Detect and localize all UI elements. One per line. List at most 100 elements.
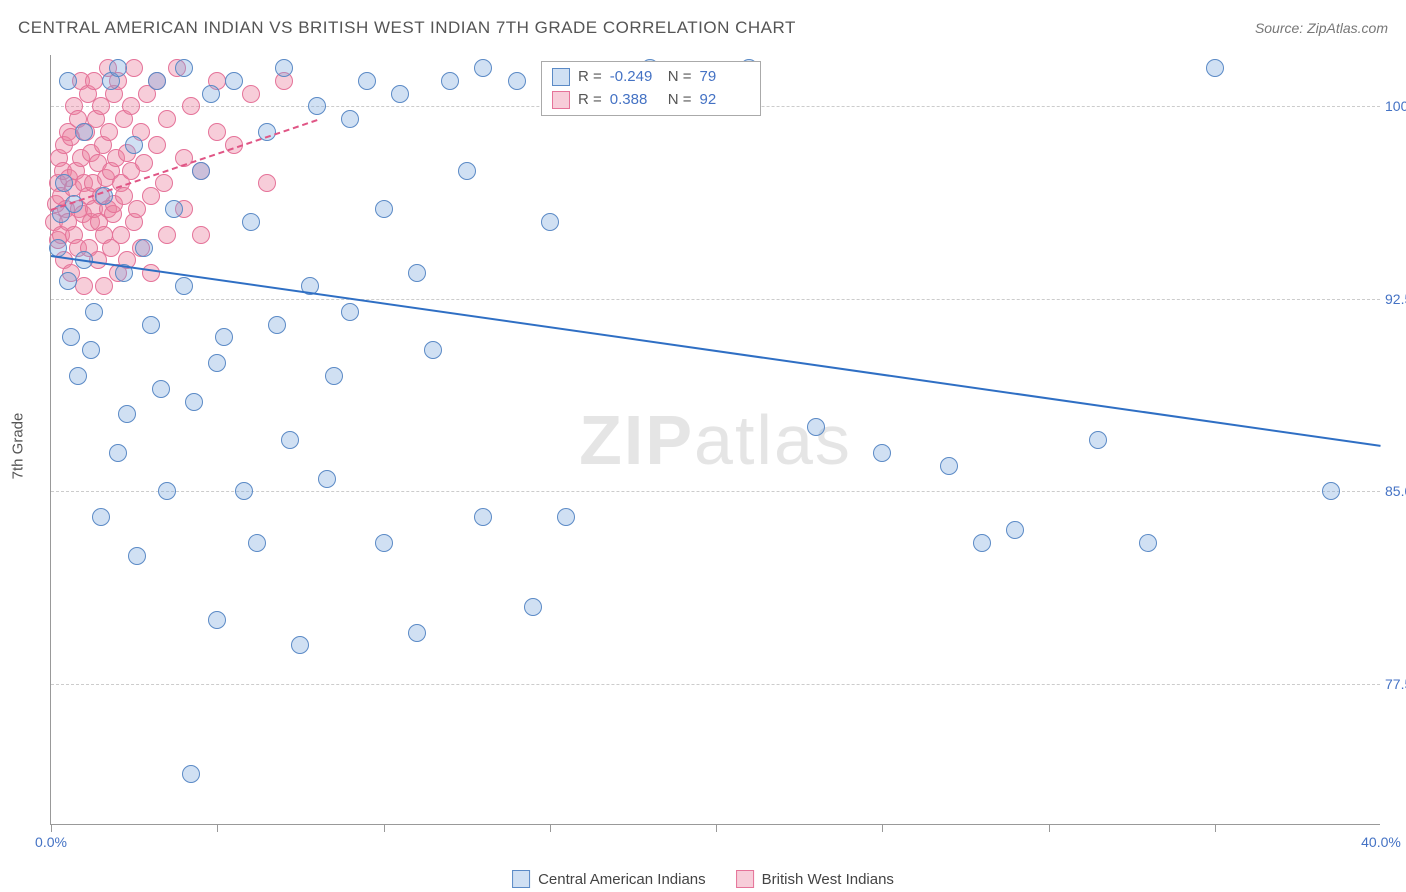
scatter-point-blue xyxy=(85,303,103,321)
title-bar: CENTRAL AMERICAN INDIAN VS BRITISH WEST … xyxy=(18,18,1388,38)
xtick-label: 0.0% xyxy=(35,834,67,850)
scatter-point-blue xyxy=(185,393,203,411)
scatter-point-blue xyxy=(1139,534,1157,552)
scatter-point-blue xyxy=(135,239,153,257)
scatter-point-blue xyxy=(940,457,958,475)
legend-label-blue: Central American Indians xyxy=(538,871,706,888)
swatch-blue-icon xyxy=(552,68,570,86)
scatter-point-blue xyxy=(325,367,343,385)
stat-n-pink: 92 xyxy=(700,89,750,112)
stat-label-n: N = xyxy=(668,66,692,89)
scatter-point-blue xyxy=(202,85,220,103)
scatter-point-blue xyxy=(375,534,393,552)
xtick xyxy=(51,824,52,832)
scatter-point-blue xyxy=(474,59,492,77)
scatter-point-blue xyxy=(291,636,309,654)
scatter-point-blue xyxy=(1006,521,1024,539)
scatter-point-pink xyxy=(155,174,173,192)
scatter-point-pink xyxy=(75,277,93,295)
scatter-point-pink xyxy=(258,174,276,192)
scatter-point-blue xyxy=(208,354,226,372)
scatter-point-blue xyxy=(165,200,183,218)
scatter-point-blue xyxy=(128,547,146,565)
stats-row-pink: R = 0.388N = 92 xyxy=(552,89,750,112)
scatter-point-pink xyxy=(125,59,143,77)
scatter-point-blue xyxy=(118,405,136,423)
scatter-point-pink xyxy=(122,97,140,115)
scatter-point-blue xyxy=(458,162,476,180)
scatter-point-blue xyxy=(175,277,193,295)
scatter-point-blue xyxy=(62,328,80,346)
scatter-point-pink xyxy=(100,123,118,141)
scatter-point-blue xyxy=(408,624,426,642)
trendline-blue xyxy=(51,255,1381,447)
scatter-point-blue xyxy=(318,470,336,488)
scatter-point-blue xyxy=(248,534,266,552)
stat-r-blue: -0.249 xyxy=(610,66,660,89)
scatter-point-blue xyxy=(142,316,160,334)
scatter-point-blue xyxy=(75,123,93,141)
scatter-point-pink xyxy=(182,97,200,115)
scatter-point-blue xyxy=(391,85,409,103)
gridline-h xyxy=(51,684,1380,685)
ytick-label: 85.0% xyxy=(1385,483,1406,499)
xtick xyxy=(882,824,883,832)
ytick-label: 92.5% xyxy=(1385,291,1406,307)
scatter-point-blue xyxy=(508,72,526,90)
xtick xyxy=(1215,824,1216,832)
scatter-point-blue xyxy=(1322,482,1340,500)
scatter-point-blue xyxy=(69,367,87,385)
scatter-point-blue xyxy=(424,341,442,359)
scatter-point-blue xyxy=(175,59,193,77)
scatter-point-blue xyxy=(182,765,200,783)
watermark: ZIPatlas xyxy=(579,400,852,480)
scatter-point-blue xyxy=(441,72,459,90)
scatter-point-pink xyxy=(158,226,176,244)
stats-box: R = -0.249N = 79R = 0.388N = 92 xyxy=(541,61,761,116)
scatter-point-blue xyxy=(474,508,492,526)
xtick xyxy=(716,824,717,832)
scatter-point-blue xyxy=(242,213,260,231)
scatter-point-blue xyxy=(192,162,210,180)
scatter-point-pink xyxy=(242,85,260,103)
scatter-point-blue xyxy=(873,444,891,462)
scatter-point-blue xyxy=(125,136,143,154)
scatter-point-pink xyxy=(148,136,166,154)
xtick xyxy=(550,824,551,832)
scatter-point-blue xyxy=(268,316,286,334)
scatter-point-pink xyxy=(142,264,160,282)
scatter-point-blue xyxy=(49,239,67,257)
stats-row-blue: R = -0.249N = 79 xyxy=(552,66,750,89)
scatter-point-blue xyxy=(215,328,233,346)
scatter-point-blue xyxy=(341,110,359,128)
scatter-point-pink xyxy=(158,110,176,128)
scatter-point-blue xyxy=(109,444,127,462)
xtick xyxy=(217,824,218,832)
scatter-point-blue xyxy=(275,59,293,77)
plot-area: ZIPatlas 77.5%85.0%92.5%100.0%0.0%40.0%R… xyxy=(50,55,1380,825)
scatter-point-blue xyxy=(308,97,326,115)
scatter-point-blue xyxy=(208,611,226,629)
scatter-point-blue xyxy=(341,303,359,321)
scatter-point-blue xyxy=(59,72,77,90)
legend-item-blue: Central American Indians xyxy=(512,870,706,888)
bottom-legend: Central American Indians British West In… xyxy=(512,870,894,888)
scatter-point-blue xyxy=(109,59,127,77)
y-axis-label: 7th Grade xyxy=(10,413,27,480)
stat-r-pink: 0.388 xyxy=(610,89,660,112)
scatter-point-blue xyxy=(55,174,73,192)
scatter-point-blue xyxy=(158,482,176,500)
scatter-point-blue xyxy=(524,598,542,616)
legend-item-pink: British West Indians xyxy=(736,870,894,888)
stat-n-blue: 79 xyxy=(700,66,750,89)
scatter-point-blue xyxy=(1206,59,1224,77)
legend-label-pink: British West Indians xyxy=(762,871,894,888)
stat-label-n: N = xyxy=(668,89,692,112)
scatter-point-pink xyxy=(208,123,226,141)
scatter-point-blue xyxy=(82,341,100,359)
xtick-label: 40.0% xyxy=(1361,834,1401,850)
gridline-h xyxy=(51,299,1380,300)
source-label: Source: ZipAtlas.com xyxy=(1255,20,1388,36)
xtick xyxy=(1049,824,1050,832)
scatter-point-blue xyxy=(541,213,559,231)
